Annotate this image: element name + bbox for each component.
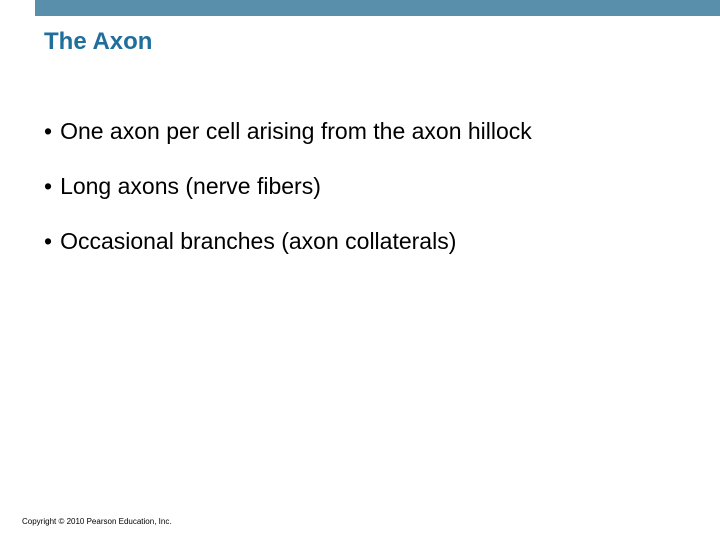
top-accent-bar xyxy=(35,0,720,16)
bullet-icon: • xyxy=(44,228,52,255)
bullet-list: • One axon per cell arising from the axo… xyxy=(44,118,690,283)
bullet-text: Occasional branches (axon collaterals) xyxy=(60,228,690,255)
bullet-text: One axon per cell arising from the axon … xyxy=(60,118,690,145)
list-item: • Long axons (nerve fibers) xyxy=(44,173,690,200)
slide-title: The Axon xyxy=(44,28,152,56)
list-item: • Occasional branches (axon collaterals) xyxy=(44,228,690,255)
slide: The Axon • One axon per cell arising fro… xyxy=(0,0,720,540)
copyright-text: Copyright © 2010 Pearson Education, Inc. xyxy=(22,517,172,526)
bullet-icon: • xyxy=(44,173,52,200)
bullet-text: Long axons (nerve fibers) xyxy=(60,173,690,200)
list-item: • One axon per cell arising from the axo… xyxy=(44,118,690,145)
bullet-icon: • xyxy=(44,118,52,145)
